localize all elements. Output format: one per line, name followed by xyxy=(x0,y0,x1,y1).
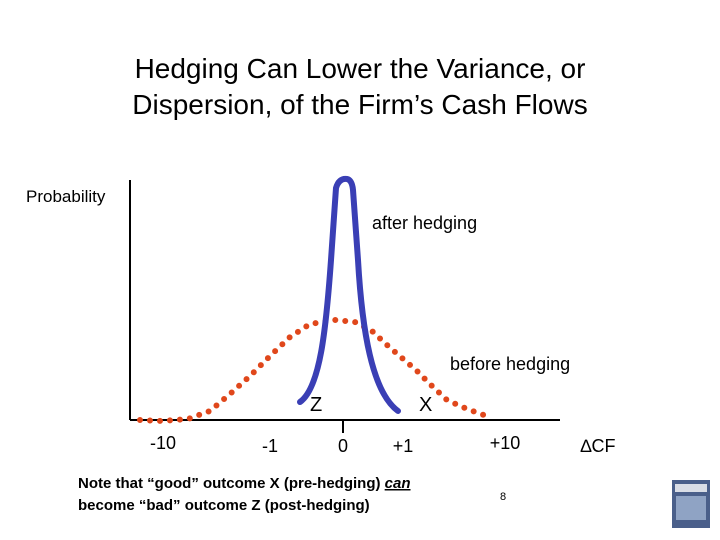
note-emphasis: can xyxy=(385,475,411,492)
x-tick-label: +10 xyxy=(490,433,521,453)
after-hedging-label: after hedging xyxy=(372,213,477,233)
x-tick-label: -1 xyxy=(262,436,278,456)
before-hedging-label: before hedging xyxy=(450,354,570,374)
x-tick-label: 0 xyxy=(338,436,348,456)
x-label: X xyxy=(419,394,432,416)
page-number: 8 xyxy=(500,491,506,503)
note-line: Note that “good” outcome X (pre-hedging) xyxy=(78,475,380,492)
note-line: become “bad” outcome Z (post-hedging) xyxy=(78,497,370,514)
x-tick-label: -10 xyxy=(150,433,176,453)
after-hedging-curve xyxy=(297,175,401,414)
logo xyxy=(672,480,710,528)
z-label: Z xyxy=(310,394,322,416)
y-axis-label: Probability xyxy=(26,187,106,206)
x-tick-label: +1 xyxy=(393,436,414,456)
title-line: Hedging Can Lower the Variance, or xyxy=(135,53,586,84)
x-axis-label: ∆CF xyxy=(580,436,615,456)
note-text: Note that “good” outcome X (pre-hedging)… xyxy=(78,475,411,492)
before-hedging-curve xyxy=(137,316,495,425)
title-line: Dispersion, of the Firm’s Cash Flows xyxy=(132,89,587,120)
